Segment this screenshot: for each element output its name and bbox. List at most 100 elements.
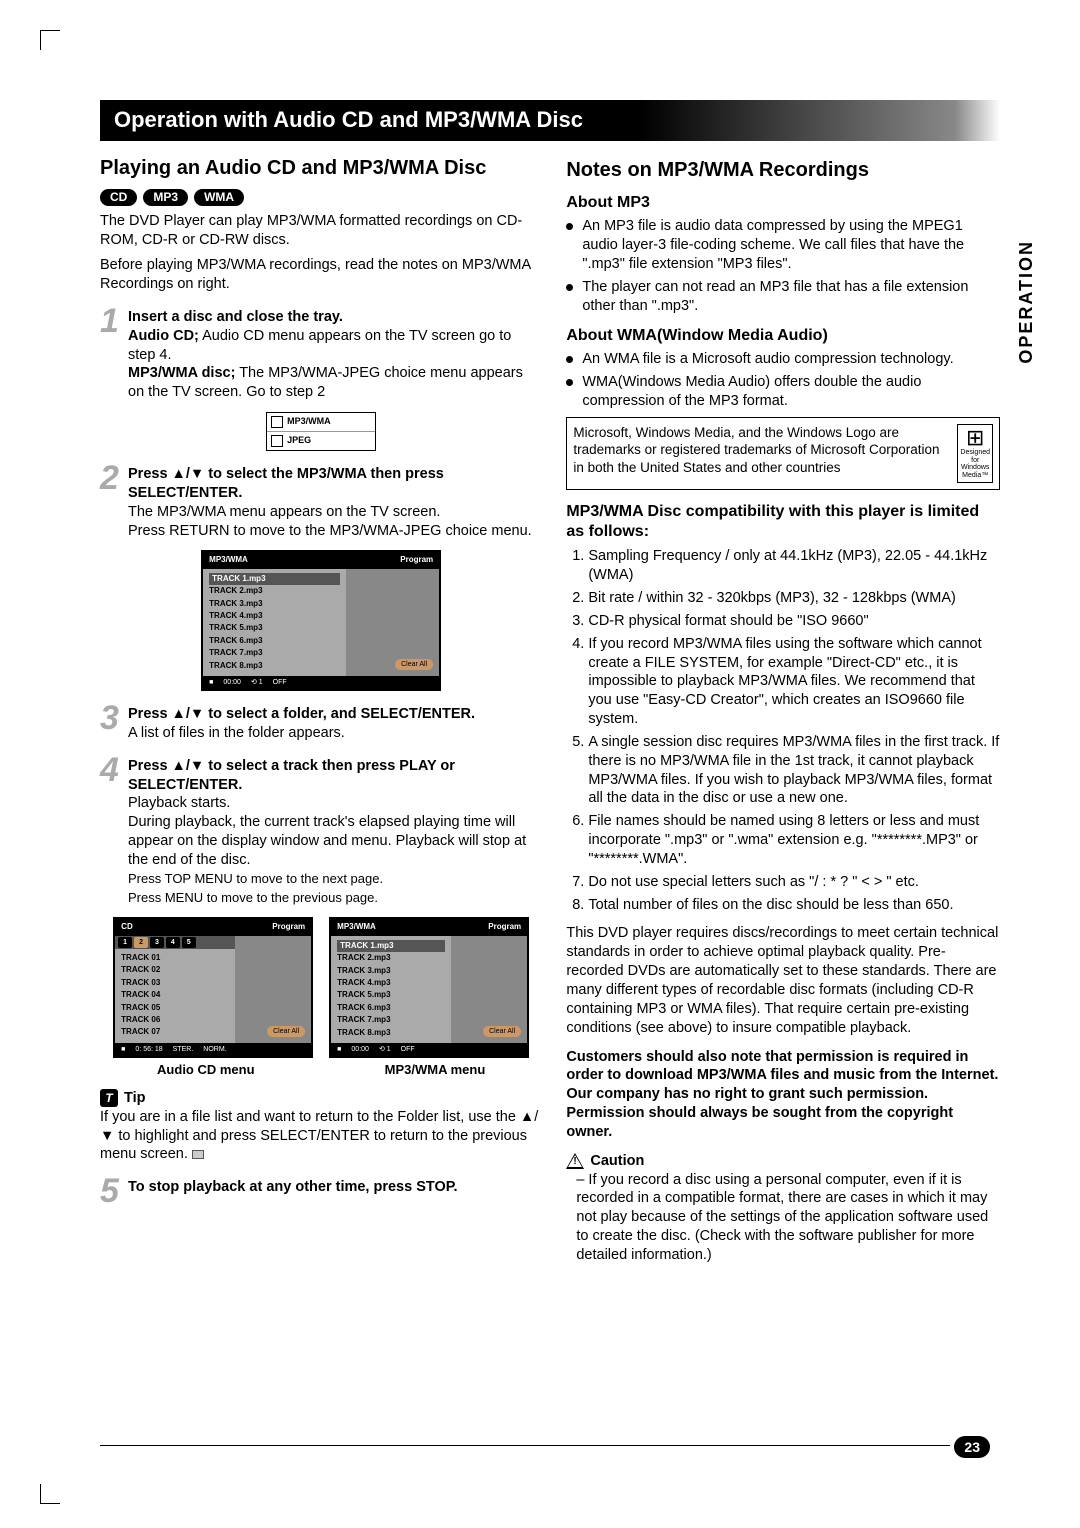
cd-tab: 4	[166, 937, 180, 948]
track-item: TRACK 2.mp3	[209, 585, 340, 597]
two-menu-figures: CDProgram 1 2 3 4 5 TRACK 01 TRACK 02 TR…	[100, 917, 542, 1058]
footer-repeat: ⟲ 1	[379, 1045, 391, 1054]
tip-icon: T	[100, 1089, 118, 1107]
menu-hdr-left: MP3/WMA	[331, 919, 382, 935]
track-item: TRACK 07	[121, 1026, 228, 1038]
list-item: Bit rate / within 32 - 320kbps (MP3), 32…	[588, 589, 1000, 608]
left-column: Playing an Audio CD and MP3/WMA Disc CD …	[100, 157, 542, 1271]
right-column: Notes on MP3/WMA Recordings About MP3 An…	[566, 157, 1000, 1271]
pill-cd: CD	[100, 189, 137, 207]
ms-logo-line2: Windows Media™	[960, 464, 990, 479]
track-item: TRACK 5.mp3	[209, 622, 340, 634]
cd-tab: 5	[182, 937, 196, 948]
footer-time: 00:00	[351, 1045, 369, 1054]
step-number: 3	[100, 701, 119, 735]
bullet-item: The player can not read an MP3 file that…	[566, 278, 1000, 316]
caution-triangle-icon: !	[566, 1153, 584, 1169]
bullet-item: An WMA file is a Microsoft audio compres…	[566, 350, 1000, 369]
jpeg-icon	[271, 435, 283, 447]
footer-stop-icon: ■	[209, 678, 213, 687]
page-number: 23	[954, 1436, 990, 1458]
about-mp3-heading: About MP3	[566, 193, 1000, 214]
pill-mp3: MP3	[143, 189, 188, 207]
page-footer-line	[100, 1445, 950, 1446]
cd-hdr-right: Program	[266, 919, 311, 935]
intro-paragraph-2: Before playing MP3/WMA recordings, read …	[100, 256, 542, 294]
list-item: Do not use special letters such as "/ : …	[588, 873, 1000, 892]
step-1-mp3-label: MP3/WMA disc;	[128, 365, 235, 381]
step-1: 1 Insert a disc and close the tray. Audi…	[100, 308, 542, 402]
bullet-item: An MP3 file is audio data compressed by …	[566, 217, 1000, 274]
list-item: Sampling Frequency / only at 44.1kHz (MP…	[588, 547, 1000, 585]
side-tab-operation: OPERATION	[1015, 240, 1038, 364]
program-pane: Clear All	[346, 569, 439, 676]
track-item: TRACK 2.mp3	[337, 952, 444, 964]
step-3-heading: Press ▲/▼ to select a folder, and SELECT…	[128, 706, 475, 722]
compat-heading: MP3/WMA Disc compatibility with this pla…	[566, 502, 1000, 544]
audio-cd-menu-label: Audio CD menu	[157, 1062, 255, 1079]
step-1-heading: Insert a disc and close the tray.	[128, 309, 343, 325]
step-2: 2 Press ▲/▼ to select the MP3/WMA then p…	[100, 465, 542, 540]
compat-paragraph-1: This DVD player requires discs/recording…	[566, 924, 1000, 1037]
cd-tab: 2	[134, 937, 148, 948]
choice-mp3wma: MP3/WMA	[287, 416, 331, 428]
step-number: 1	[100, 304, 119, 338]
two-column-layout: Playing an Audio CD and MP3/WMA Disc CD …	[100, 157, 1000, 1271]
mp3wma-icon	[271, 416, 283, 428]
bullet-item: WMA(Windows Media Audio) offers double t…	[566, 373, 1000, 411]
track-item: TRACK 1.mp3	[209, 573, 340, 585]
folder-icon	[192, 1150, 204, 1159]
menu-hdr-right: Program	[394, 552, 439, 568]
track-item: TRACK 6.mp3	[337, 1002, 444, 1014]
about-wma-heading: About WMA(Window Media Audio)	[566, 326, 1000, 347]
track-list: TRACK 1.mp3 TRACK 2.mp3 TRACK 3.mp3 TRAC…	[331, 936, 450, 1043]
caution-label: Caution	[590, 1152, 644, 1171]
tip-text: If you are in a file list and want to re…	[100, 1109, 538, 1163]
track-item: TRACK 3.mp3	[209, 598, 340, 610]
track-item: TRACK 04	[121, 989, 228, 1001]
choice-menu-figure: MP3/WMA JPEG	[266, 412, 376, 451]
track-item: TRACK 7.mp3	[209, 647, 340, 659]
menu-labels: Audio CD menu MP3/WMA menu	[100, 1062, 542, 1079]
compat-paragraph-2: Customers should also note that permissi…	[566, 1049, 998, 1140]
caution-body: – If you record a disc using a personal …	[566, 1171, 1000, 1265]
step-3-line-1: A list of files in the folder appears.	[128, 725, 345, 741]
mp3-menu-figure-2: MP3/WMA Program TRACK 1.mp3 TRACK 2.mp3 T…	[329, 917, 529, 1058]
footer-repeat: ⟲ 1	[251, 678, 263, 687]
tip-label: Tip	[124, 1089, 145, 1108]
choice-jpeg: JPEG	[287, 435, 311, 447]
pill-wma: WMA	[194, 189, 244, 207]
cd-tab: 3	[150, 937, 164, 948]
left-title: Playing an Audio CD and MP3/WMA Disc	[100, 157, 542, 180]
format-pills: CD MP3 WMA	[100, 188, 542, 207]
track-item: TRACK 8.mp3	[209, 660, 340, 672]
track-item: TRACK 06	[121, 1014, 228, 1026]
tip-heading: T Tip	[100, 1089, 542, 1108]
microsoft-trademark-box: Microsoft, Windows Media, and the Window…	[566, 417, 1000, 490]
step-4-line-4: Press MENU to move to the previous page.	[128, 890, 378, 905]
cd-program-pane: Clear All	[235, 936, 312, 1043]
list-item: If you record MP3/WMA files using the so…	[588, 635, 1000, 729]
track-item: TRACK 02	[121, 964, 228, 976]
track-item: TRACK 5.mp3	[337, 989, 444, 1001]
step-3: 3 Press ▲/▼ to select a folder, and SELE…	[100, 705, 542, 743]
menu-footer: ■ 00:00 ⟲ 1 OFF	[203, 676, 439, 689]
track-item: TRACK 01	[121, 952, 228, 964]
mp3wma-menu-label: MP3/WMA menu	[385, 1062, 486, 1079]
windows-flag-icon: ⊞	[960, 427, 990, 449]
menu-hdr-right: Program	[482, 919, 527, 935]
crop-mark	[40, 1484, 60, 1504]
step-number: 5	[100, 1174, 119, 1208]
step-2-line-2: Press RETURN to move to the MP3/WMA-JPEG…	[128, 523, 532, 539]
tip-body: If you are in a file list and want to re…	[100, 1108, 542, 1165]
footer-off: OFF	[273, 678, 287, 687]
track-item: TRACK 4.mp3	[209, 610, 340, 622]
track-list: TRACK 1.mp3 TRACK 2.mp3 TRACK 3.mp3 TRAC…	[203, 569, 346, 676]
crop-mark	[40, 30, 60, 50]
mp3-menu-figure: MP3/WMAProgram TRACK 1.mp3 TRACK 2.mp3 T…	[201, 550, 441, 691]
footer-norm: NORM.	[203, 1045, 226, 1054]
right-title: Notes on MP3/WMA Recordings	[566, 157, 1000, 183]
step-4-heading: Press ▲/▼ to select a track then press P…	[128, 758, 455, 793]
track-item: TRACK 4.mp3	[337, 977, 444, 989]
list-item: File names should be named using 8 lette…	[588, 812, 1000, 869]
